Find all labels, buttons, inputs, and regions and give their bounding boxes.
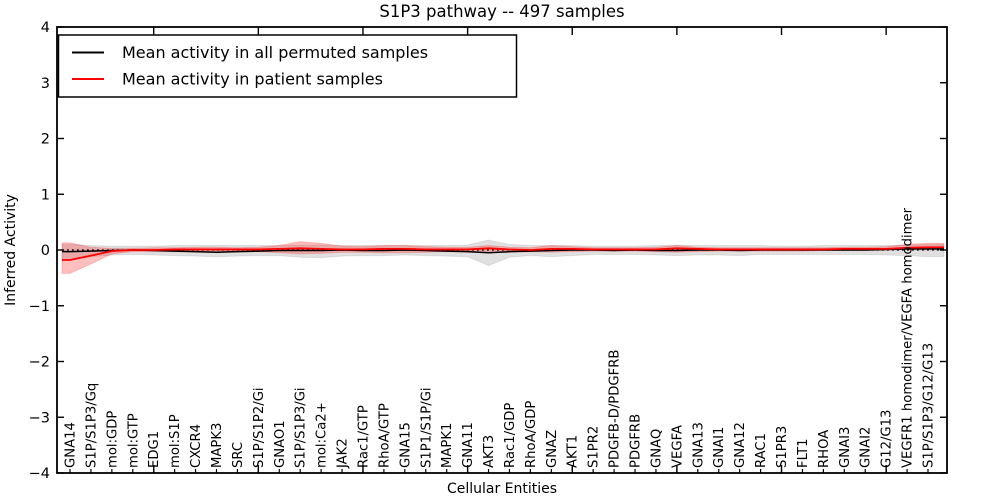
- y-tick-label: 2: [41, 132, 50, 148]
- legend-label-permuted: Mean activity in all permuted samples: [122, 43, 428, 62]
- x-tick-label-src: SRC: [231, 442, 246, 468]
- y-tick-label: 1: [41, 187, 50, 203]
- x-tick-label-flt1: FLT1: [796, 438, 811, 468]
- x-tick-label-akt3: AKT3: [482, 435, 497, 468]
- legend: Mean activity in all permuted samples Me…: [57, 34, 518, 98]
- y-axis-label: Inferred Activity: [3, 194, 19, 306]
- x-tick-label-rhoa: RHOA: [817, 430, 832, 468]
- x-tick-label-s1p-s1p3-gq: S1P/S1P3/Gq: [84, 383, 99, 468]
- x-tick-label-gnaz: GNAZ: [545, 430, 560, 468]
- y-tick-label: −4: [29, 466, 50, 482]
- y-tick-labels-layer: −4 −3 −2 −1 0 1 2 3 4: [29, 20, 50, 482]
- y-tick-label: 3: [41, 76, 50, 92]
- x-tick-label-s1p-s1p2-gi: S1P/S1P2/Gi: [252, 387, 267, 468]
- x-tick-label-rac1: RAC1: [754, 433, 769, 468]
- axes-frame: [56, 26, 948, 474]
- x-tick-label-gna13: GNA13: [691, 422, 706, 468]
- x-tick-label-akt1: AKT1: [566, 435, 581, 468]
- x-tick-label-rac1-gdp: Rac1/GDP: [503, 403, 518, 468]
- x-tick-label-mol-ca2-: mol:Ca2+: [315, 402, 330, 468]
- x-tick-label-pdgfb-d-pdgfrb: PDGFB-D/PDGFRB: [608, 350, 623, 468]
- x-tick-label-gnaq: GNAQ: [649, 429, 664, 468]
- x-tick-label-gnai1: GNAI1: [712, 427, 727, 468]
- x-tick-label-rac1-gtp: Rac1/GTP: [356, 405, 371, 468]
- x-tick-label-gnai2: GNAI2: [859, 427, 874, 468]
- mean-lines-layer: [62, 246, 944, 261]
- x-tick-label-s1p1-s1p-gi: S1P1/S1P/Gi: [419, 387, 434, 468]
- x-tick-label-gna15: GNA15: [398, 422, 413, 468]
- y-tick-label: 0: [41, 243, 50, 259]
- x-tick-label-mapk3: MAPK3: [210, 423, 225, 468]
- confidence-bands-layer: [61, 239, 945, 274]
- legend-box: [57, 34, 518, 98]
- x-tick-label-jak2: JAK2: [336, 438, 351, 469]
- permuted-band: [61, 239, 945, 267]
- x-tick-label-vegfa: VEGFA: [670, 425, 685, 468]
- x-tick-label-gna12: GNA12: [733, 422, 748, 468]
- x-tick-label-pdgfrb: PDGFRB: [629, 414, 644, 468]
- patient-mean-line: [62, 246, 944, 261]
- y-tick-label: −2: [29, 355, 50, 371]
- x-tick-label-gnao1: GNAO1: [273, 420, 288, 468]
- x-tick-label-s1p-s1p3-g12-g13: S1P/S1P3/G12/G13: [922, 343, 937, 468]
- chart-title: S1P3 pathway -- 497 samples: [379, 2, 624, 21]
- x-tick-label-rhoa-gtp: RhoA/GTP: [377, 403, 392, 468]
- x-tick-label-s1pr3: S1PR3: [775, 426, 790, 468]
- y-tick-label: −3: [29, 410, 50, 426]
- x-tick-label-rhoa-gdp: RhoA/GDP: [524, 401, 539, 468]
- legend-label-patient: Mean activity in patient samples: [122, 70, 383, 89]
- x-tick-label-s1p-s1p3-gi: S1P/S1P3/Gi: [294, 387, 309, 468]
- x-tick-label-vegfr1-homodimer-vegfa-homodimer: VEGFR1 homodimer/VEGFA homodimer: [901, 207, 916, 468]
- x-tick-label-edg1: EDG1: [147, 431, 162, 468]
- x-tick-label-mol-gtp: mol:GTP: [126, 413, 141, 468]
- x-axis-label: Cellular Entities: [447, 481, 557, 497]
- x-tick-label-mapk1: MAPK1: [440, 423, 455, 468]
- x-tick-label-mol-s1p: mol:S1P: [168, 414, 183, 468]
- y-tick-label: −1: [29, 299, 50, 315]
- x-tick-label-cxcr4: CXCR4: [189, 424, 204, 468]
- x-tick-labels-layer: GNA14 S1P/S1P3/Gq mol:GDP mol:GTP EDG1 mol:S1…: [64, 207, 937, 469]
- y-tick-label: 4: [41, 20, 50, 36]
- x-tick-label-gna11: GNA11: [461, 422, 476, 468]
- x-tick-label-g12-g13: G12/G13: [880, 410, 895, 468]
- x-tick-label-s1pr2: S1PR2: [587, 426, 602, 468]
- x-tick-label-gnai3: GNAI3: [838, 427, 853, 468]
- x-tick-label-gna14: GNA14: [64, 422, 79, 468]
- x-tick-label-mol-gdp: mol:GDP: [105, 411, 120, 468]
